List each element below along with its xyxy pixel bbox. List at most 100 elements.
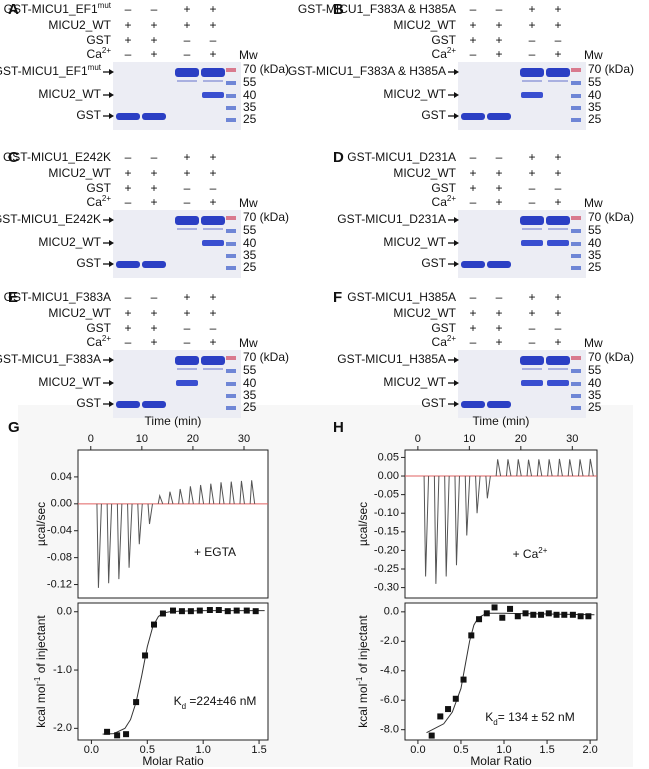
data-point xyxy=(585,613,592,620)
band xyxy=(176,380,198,386)
mw-marker: 70 (kDa) xyxy=(588,350,634,364)
ladder-band xyxy=(226,81,236,85)
mw-title: Mw xyxy=(584,336,603,350)
text-part: MICU2_WT xyxy=(38,375,101,389)
plot-frame xyxy=(77,602,269,741)
band-label: GST-MICU1_F383A & H385A xyxy=(288,64,446,78)
condition-sign: + xyxy=(469,321,476,335)
data-point xyxy=(196,607,203,614)
text-part: -1 xyxy=(355,676,364,684)
ladder-band xyxy=(571,118,581,122)
injection-peak xyxy=(188,486,194,504)
band xyxy=(461,113,485,120)
data-point xyxy=(507,605,514,612)
panel-letter: F xyxy=(333,289,342,306)
mw-marker: 55 xyxy=(243,223,257,237)
condition-sign: – xyxy=(555,181,562,195)
band xyxy=(487,261,511,268)
text-part: GST-MICU1_D231A xyxy=(337,212,446,226)
mw-title: Mw xyxy=(239,336,258,350)
ladder-band xyxy=(571,106,581,110)
ladder-band xyxy=(226,106,236,110)
condition-sign: + xyxy=(528,150,535,164)
condition-label: GST-MICU1_H385A xyxy=(347,290,456,304)
text-part: MICU2_WT xyxy=(393,166,456,180)
data-point xyxy=(142,652,149,659)
text-part: d xyxy=(493,718,497,727)
panel-letter: D xyxy=(333,149,344,166)
condition-sign: + xyxy=(495,306,502,320)
text-part: GST-MICU1_F383A xyxy=(4,290,111,304)
text-part: mut xyxy=(98,1,112,10)
mw-marker: 35 xyxy=(588,248,602,262)
y-tick-label: 0.04 xyxy=(51,471,72,483)
condition-label: MICU2_WT xyxy=(393,18,456,32)
injection-peak xyxy=(229,481,235,504)
band xyxy=(201,68,225,77)
ladder-band xyxy=(226,229,236,233)
x-axis-title: Time (min) xyxy=(473,414,530,428)
injection-peak xyxy=(178,488,184,504)
condition-label: MICU2_WT xyxy=(48,166,111,180)
y-tick-label: 0.0 xyxy=(384,606,399,618)
band xyxy=(548,368,568,370)
mw-marker: 40 xyxy=(588,376,602,390)
injection-peak xyxy=(127,503,133,568)
band-label: GST-MICU1_H385A xyxy=(337,352,446,366)
mw-marker: 25 xyxy=(243,400,257,414)
condition-sign: + xyxy=(495,47,502,61)
band-label: GST xyxy=(76,396,101,410)
text-part: MICU2_WT xyxy=(48,166,111,180)
condition-sign: + xyxy=(495,321,502,335)
ladder-band xyxy=(571,394,581,398)
band-label: GST-MICU1_D231A xyxy=(337,212,446,226)
mw-marker: 70 (kDa) xyxy=(243,210,289,224)
band-label: MICU2_WT xyxy=(383,375,446,389)
condition-sign: + xyxy=(469,181,476,195)
mw-marker: 35 xyxy=(243,388,257,402)
ladder-band xyxy=(571,242,581,246)
y-tick-label: -0.12 xyxy=(47,578,72,590)
x-axis-title: Molar Ratio xyxy=(142,754,204,768)
band-label: GST-MICU1_EF1mut xyxy=(0,63,102,79)
ladder-band xyxy=(571,266,581,270)
condition-label: Ca2+ xyxy=(432,194,457,210)
injection-peak xyxy=(454,476,460,566)
text-part: GST-MICU1_EF1 xyxy=(4,2,98,16)
panel-letter: C xyxy=(8,149,19,166)
y-tick-label: -0.20 xyxy=(374,544,399,556)
arrow-head xyxy=(454,261,459,267)
condition-sign: + xyxy=(209,18,216,32)
ladder-band xyxy=(571,94,581,98)
condition-sign: + xyxy=(150,47,157,61)
condition-sign: + xyxy=(150,306,157,320)
data-point xyxy=(243,607,250,614)
y-axis-title: µcal/sec xyxy=(356,502,370,546)
condition-sign: + xyxy=(209,306,216,320)
band xyxy=(520,68,544,77)
condition-sign: + xyxy=(554,195,561,209)
ladder-band xyxy=(226,369,236,373)
plot-frame xyxy=(404,449,598,599)
injection-peak xyxy=(475,475,481,514)
condition-sign: – xyxy=(529,195,536,209)
mw-title: Mw xyxy=(584,196,603,210)
condition-label: GST-MICU1_D231A xyxy=(347,150,456,164)
condition-label: GST xyxy=(86,181,111,195)
data-point xyxy=(224,608,231,615)
band-label: GST-MICU1_E242K xyxy=(0,212,101,226)
text-part: kcal mol xyxy=(34,684,48,728)
band xyxy=(521,92,543,98)
text-part: mut xyxy=(88,63,102,72)
data-point xyxy=(252,608,259,615)
condition-label: MICU2_WT xyxy=(393,166,456,180)
y-tick-label: 0.0 xyxy=(57,606,72,618)
panel-letter: E xyxy=(8,289,18,306)
injection-peak xyxy=(137,503,143,545)
injection-peak xyxy=(557,458,563,477)
data-point xyxy=(491,604,498,611)
band xyxy=(175,356,199,365)
x-tick-label: 1.0 xyxy=(496,744,511,756)
mw-marker: 40 xyxy=(243,236,257,250)
